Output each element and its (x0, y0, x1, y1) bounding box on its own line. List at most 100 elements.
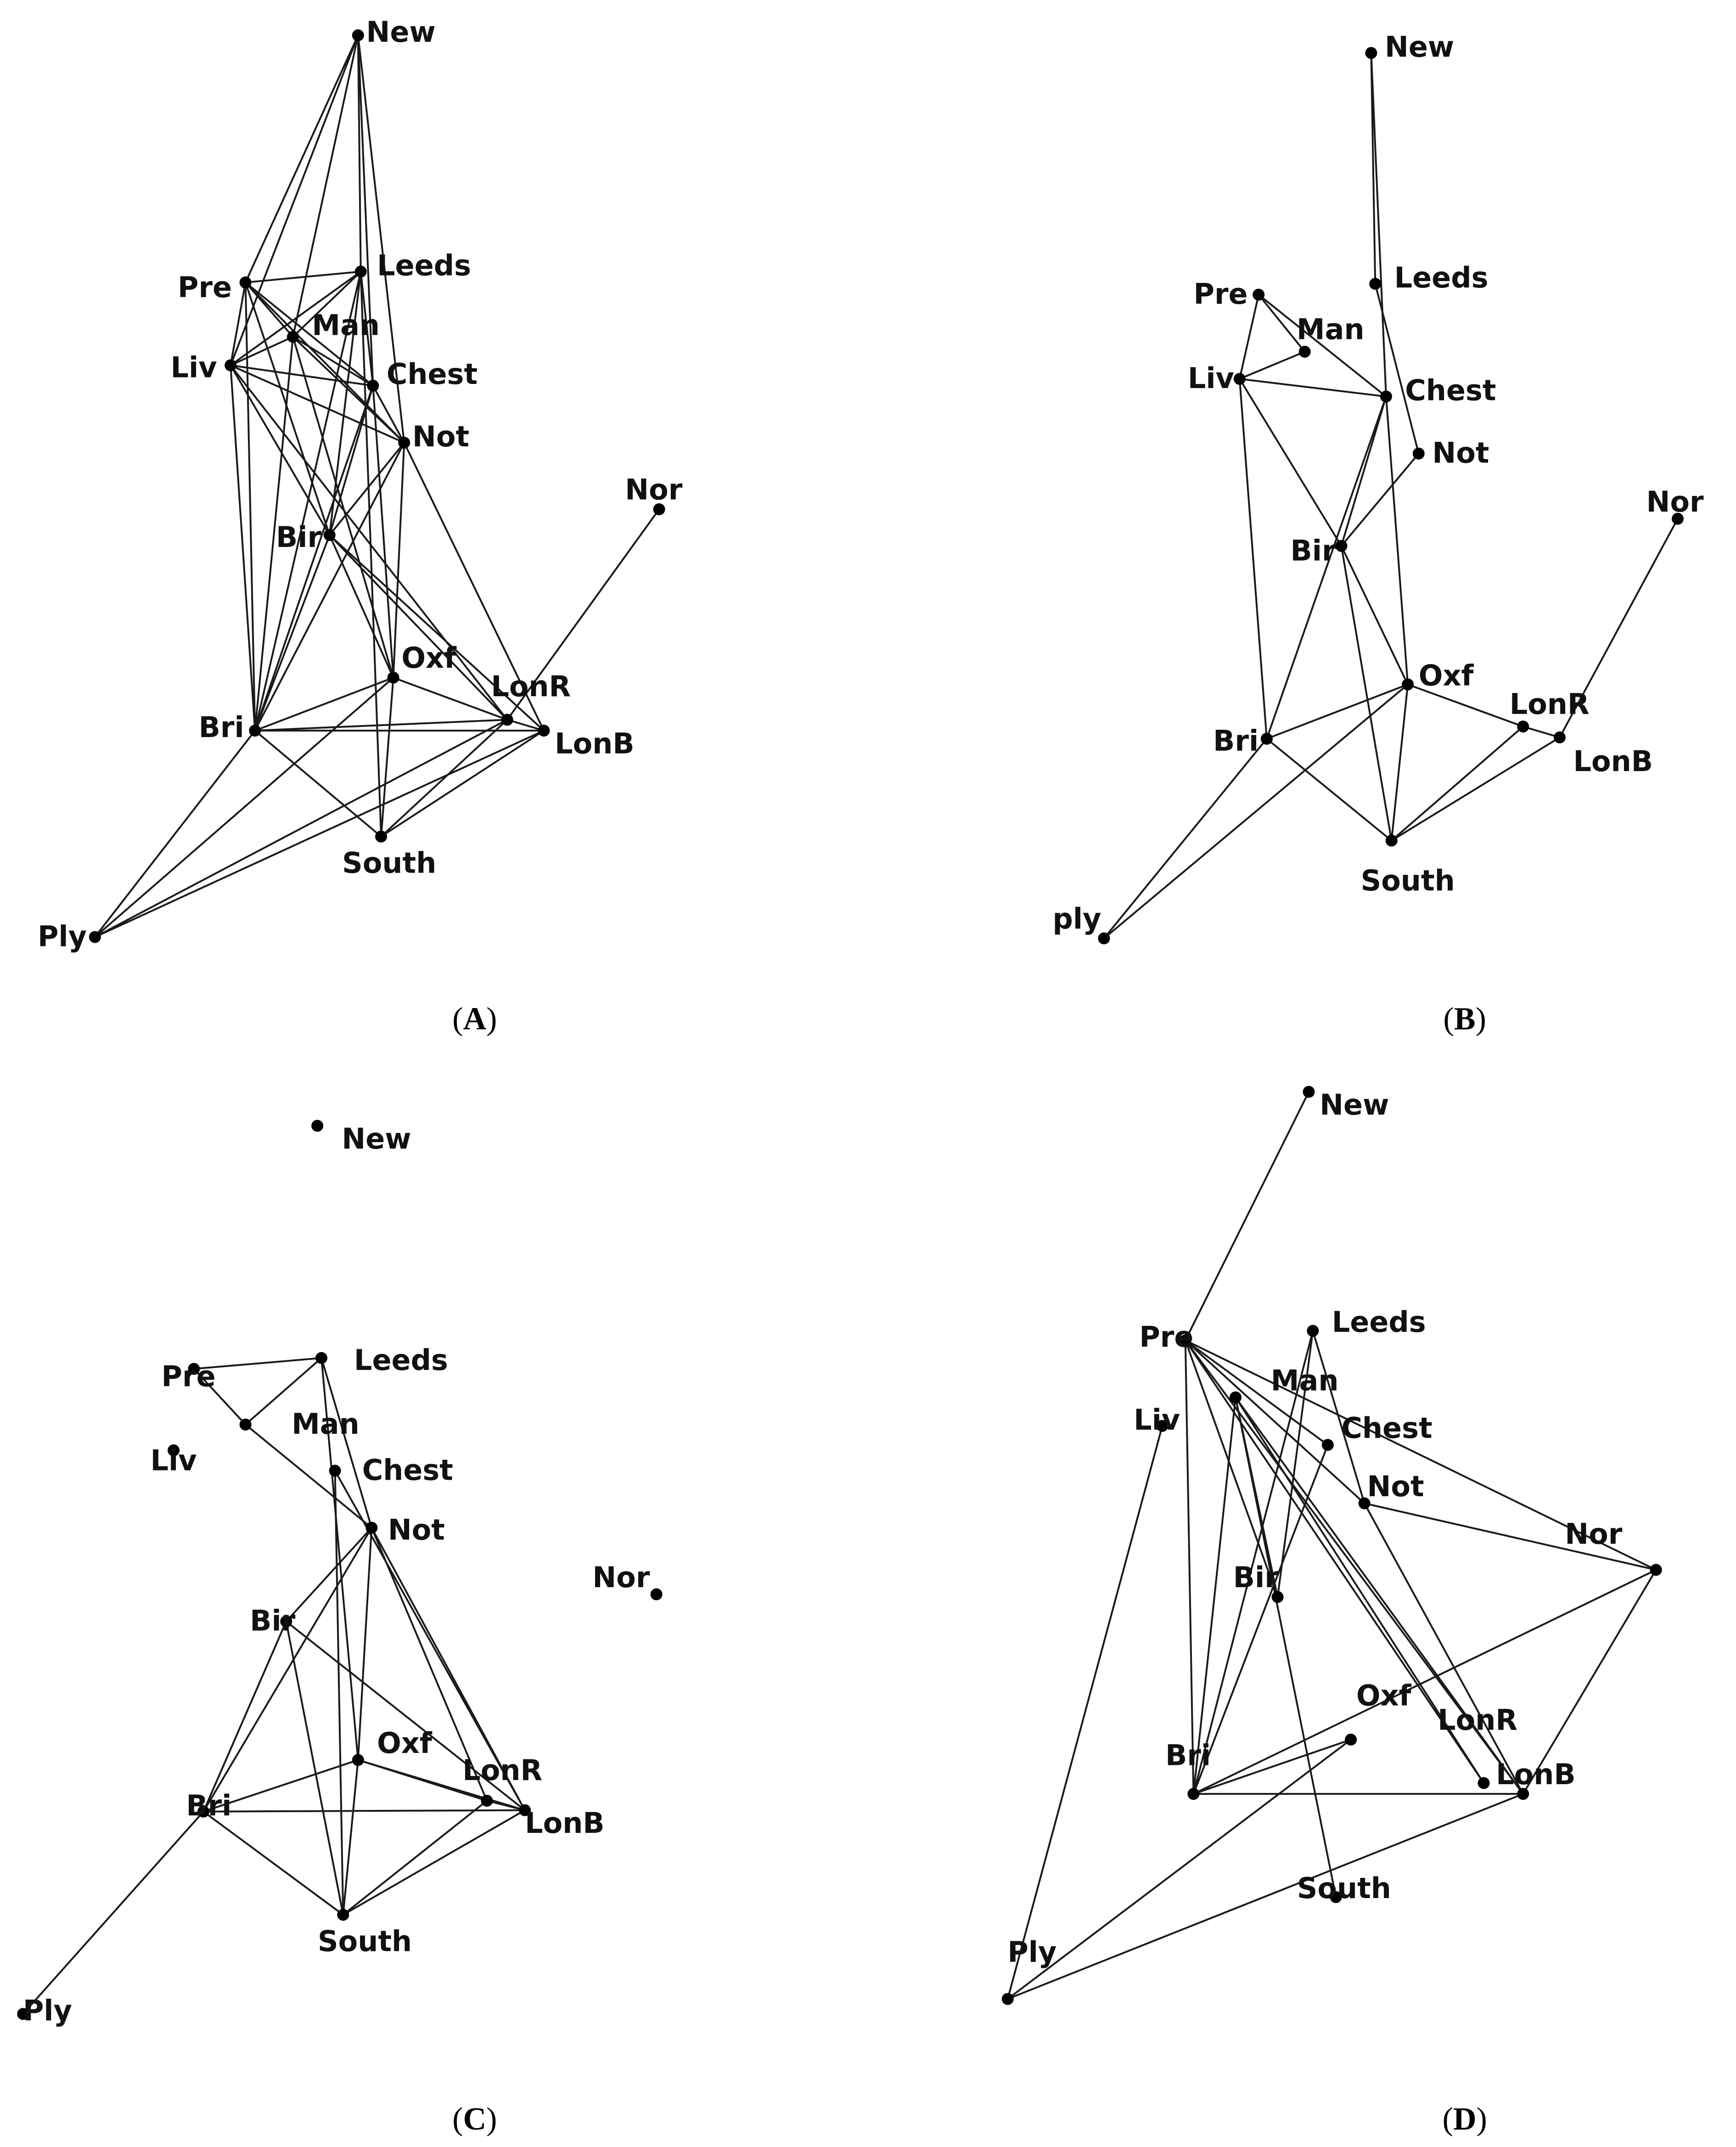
edge-lonr-lonb (486, 1800, 525, 1811)
node-label-chest: Chest (1341, 1411, 1432, 1445)
node-pre (1179, 1334, 1191, 1347)
panel-c: New Pre Leeds Man Liv Chest Not Nor Bir Oxf LonR Br… (17, 1120, 663, 2137)
node-man (287, 331, 299, 343)
edge-lonb-south (380, 730, 545, 838)
node-chest (1380, 390, 1392, 403)
panel-caption: (A) (452, 1002, 497, 1037)
node-nor (1650, 1564, 1662, 1576)
edge-new-liv (230, 35, 359, 366)
node-leeds (354, 265, 367, 278)
node-label-liv: Liv (1134, 1403, 1180, 1437)
edge-bri-ply (22, 1811, 204, 2015)
node-label-south: South (318, 1924, 412, 1958)
node-label-leeds: Leeds (1394, 261, 1489, 294)
edge-not-nor (1364, 1502, 1657, 1571)
edge-not-bir (1340, 453, 1420, 547)
panel-caption: (C) (452, 2102, 497, 2137)
node-lonb (519, 1804, 531, 1816)
edge-chest-bir (328, 385, 374, 535)
edge-not-oxf (357, 1527, 373, 1760)
edge-leeds-oxf (320, 1358, 359, 1760)
edge-nor-bri (1193, 1569, 1657, 1795)
node-man (239, 1418, 252, 1431)
edge-leeds-not (1374, 283, 1420, 454)
edge-pre-leeds (245, 270, 361, 284)
edge-oxf-bri (254, 676, 394, 732)
edge-lonb-south (1391, 736, 1561, 842)
node-label-man: Man (1271, 1364, 1339, 1397)
node-label-pre: Pre (1194, 277, 1248, 311)
node-label-south: South (342, 846, 436, 880)
edge-pre-bir (1184, 1340, 1279, 1598)
node-new (1303, 1086, 1315, 1098)
node-label-pre: Pre (1139, 1320, 1193, 1354)
node-liv (1233, 373, 1246, 385)
edge-pre-not (1185, 1340, 1365, 1504)
edge-not-bir (285, 1527, 372, 1622)
edge-bri-south (1266, 738, 1392, 841)
edge-new-not (357, 35, 405, 443)
edge-not-lonb (403, 442, 545, 731)
node-lonr (501, 714, 513, 726)
edge-bir-oxf (1340, 545, 1409, 685)
node-bri (1187, 1788, 1200, 1800)
edge-lonb-ply (1007, 1793, 1523, 2000)
node-bir (323, 529, 336, 541)
node-label-bir: Bir (1291, 534, 1337, 568)
panel-caption-letter: A (463, 1002, 487, 1037)
edge-man-lonb (1235, 1397, 1524, 1795)
panel-caption-letter: D (1453, 2102, 1477, 2137)
edge-leeds-not (1312, 1330, 1365, 1504)
node-not (1358, 1497, 1371, 1510)
edge-leeds-bri (254, 271, 362, 731)
node-label-pre: Pre (162, 1359, 216, 1393)
edge-bir-lonb (286, 1621, 526, 1811)
node-label-man: Man (292, 1407, 360, 1441)
node-label-nor: Nor (1646, 485, 1704, 518)
edge-lonr-ply (94, 719, 508, 938)
edge-oxf-south (1390, 684, 1409, 841)
edge-bri-south (254, 730, 382, 838)
edge-chest-bri (1192, 1444, 1329, 1794)
edge-lonr-lonb (507, 719, 545, 732)
edge-oxf-ply (94, 677, 394, 938)
edge-not-lonb (371, 1527, 526, 1811)
node-liv (1156, 1420, 1169, 1432)
edge-bri-oxf (203, 1759, 359, 1813)
node-nor (650, 1588, 663, 1600)
edge-chest-oxf (1385, 396, 1409, 685)
node-man (1298, 345, 1311, 358)
edge-liv-ply (1006, 1426, 1163, 2000)
edge-lonr-lonb (1523, 726, 1560, 738)
edge-oxf-south (342, 1760, 359, 1915)
edge-man-chest (292, 336, 374, 387)
node-chest (329, 1465, 341, 1477)
edge-not-bir (329, 442, 405, 536)
node-label-bri: Bri (199, 710, 244, 744)
edge-new-chest (357, 35, 374, 386)
edge-pre-new (1184, 1091, 1310, 1341)
edge-bir-oxf (328, 535, 394, 678)
node-label-nor: Nor (625, 473, 682, 506)
node-south (337, 1909, 349, 1921)
edge-not-lonr (371, 1527, 488, 1801)
node-nor (653, 503, 665, 515)
edge-man-oxf (292, 336, 394, 678)
node-label-oxf: Oxf (1356, 1679, 1412, 1712)
edge-oxf-south (380, 677, 394, 837)
node-lonb (538, 724, 550, 737)
edge-man-bri (254, 337, 294, 731)
edge-pre-man (1258, 294, 1306, 353)
node-label-not: Not (388, 1513, 445, 1547)
edge-chest-oxf (372, 385, 394, 678)
edge-oxf-ply (1103, 683, 1409, 939)
node-label-pre: Pre (178, 270, 232, 304)
edge-chest-south (334, 1471, 344, 1915)
edge-pre-nor (1185, 1339, 1657, 1571)
edge-oxf-lonr (393, 676, 508, 721)
edge-not-bri (202, 1527, 373, 1812)
node-label-bir: Bir (276, 520, 322, 554)
panel-caption: (B) (1444, 1002, 1486, 1037)
edge-liv-lonr (230, 365, 508, 721)
